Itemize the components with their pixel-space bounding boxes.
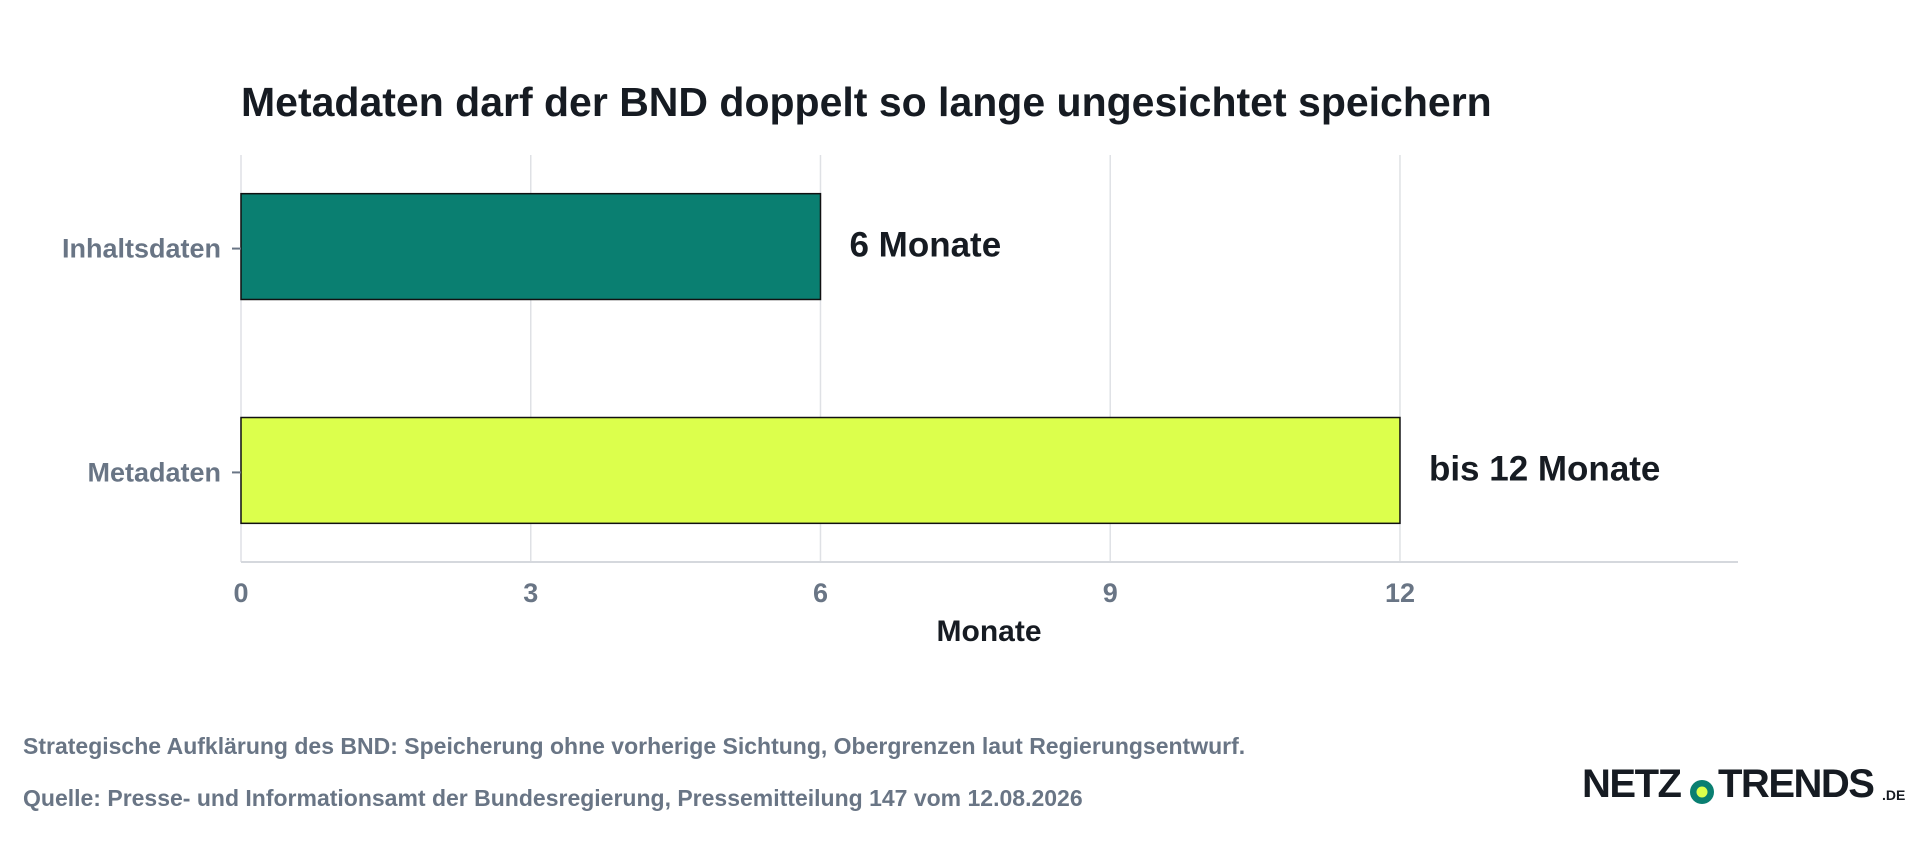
chart-title: Metadaten darf der BND doppelt so lange … [241,79,1492,125]
netzo-trends-logo: NETZ TRENDS .DE [1582,762,1905,806]
bar-inhaltsdaten [240,192,822,301]
logo-wordmark-right: TRENDS [1718,762,1874,806]
logo-dot-inner [1696,786,1708,798]
bar-data-label: 6 Monate [849,226,1001,265]
x-tick-label: 9 [1103,578,1118,608]
chart-note: Strategische Aufklärung des BND: Speiche… [23,733,1246,759]
chart-source: Quelle: Presse- und Informationsamt der … [23,785,1083,811]
logo-suffix: .DE [1882,787,1905,803]
bar-metadaten [240,416,1401,525]
x-tick-label: 0 [233,578,248,608]
x-tick-label: 3 [523,578,538,608]
bars: 6 Monate bis 12 Monate [240,192,1660,525]
x-tick-label: 6 [813,578,828,608]
logo-wordmark-left: NETZ [1582,762,1682,806]
bar-data-label: bis 12 Monate [1429,449,1660,488]
axes: 0 3 6 9 12 Inhaltsdaten Metadaten [62,234,1738,608]
y-category-label: Metadaten [87,457,221,487]
y-category-label: Inhaltsdaten [62,234,221,264]
x-axis-title: Monate [937,615,1042,648]
x-tick-label: 12 [1385,578,1415,608]
